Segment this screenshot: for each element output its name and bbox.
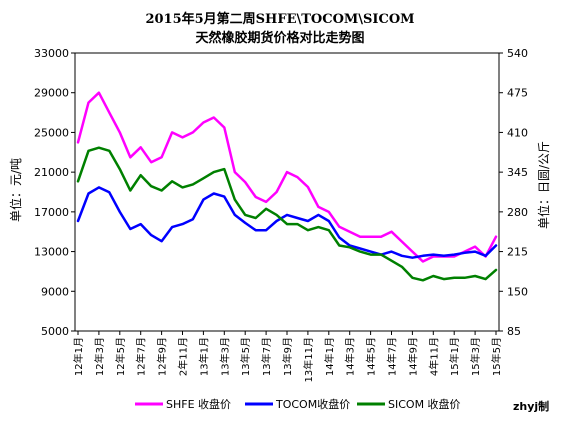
y-axis-left-label: 单位：元/吨: [8, 158, 23, 222]
y-right-tick-label: 280: [507, 206, 528, 219]
chart-title: 2015年5月第二周SHFE\TOCOM\SICOM: [145, 11, 414, 27]
x-tick-label: 13年9月: [281, 337, 294, 376]
plot-frame: [74, 52, 500, 332]
y-left-tick-label: 33000: [34, 47, 69, 60]
y-axis-right-label: 单位：日圆/公斤: [536, 141, 551, 229]
x-tick-label: 13年7月: [260, 337, 273, 376]
x-tick-label: 12年1月: [72, 337, 85, 376]
x-tick-label: 13年3月: [218, 337, 231, 376]
y-axis-left-ticks: 33000 29000 25000 21000 17000 13000 9000 5000: [34, 47, 75, 338]
legend-label-1: TOCOM收盘价: [275, 397, 350, 411]
series-line-1: [76, 186, 498, 259]
chart-subtitle: 天然橡胶期货价格对比走势图: [195, 30, 364, 46]
y-left-tick-label: 25000: [34, 126, 69, 139]
x-tick-label: 15年3月: [469, 337, 482, 376]
x-tick-label: 14年9月: [406, 337, 419, 376]
y-left-tick-label: 17000: [34, 206, 69, 219]
x-tick-label: 15年5月: [490, 337, 503, 376]
series-layer: [76, 91, 498, 282]
credit-text: zhyj制: [513, 399, 549, 413]
y-left-tick-label: 13000: [34, 246, 69, 259]
x-tick-label: 12年7月: [135, 337, 148, 376]
y-left-tick-label: 21000: [34, 166, 69, 179]
x-tick-label: 14年1月: [323, 337, 336, 376]
y-right-tick-label: 215: [507, 246, 528, 259]
plot-border: [74, 52, 500, 332]
x-tick-label: 12年9月: [156, 337, 169, 376]
y-right-tick-label: 85: [507, 325, 521, 338]
y-right-tick-label: 150: [507, 285, 528, 298]
legend-label-2: SICOM 收盘价: [388, 397, 461, 411]
x-tick-label: 14年3月: [344, 337, 357, 376]
y-left-tick-label: 29000: [34, 87, 69, 100]
x-axis-ticks: 12年1月 12年3月 12年5月 12年7月 12年9月 2年11月 13年1月 13年3月…: [72, 331, 503, 382]
x-tick-label: 14年5月: [365, 337, 378, 376]
x-tick-label: 13年11月: [302, 337, 315, 382]
y-right-tick-label: 345: [507, 166, 528, 179]
y-right-tick-label: 410: [507, 126, 528, 139]
y-right-tick-label: 475: [507, 87, 528, 100]
x-tick-label: 13年1月: [197, 337, 210, 376]
x-tick-label: 12年5月: [114, 337, 127, 376]
series-line-0: [76, 91, 498, 263]
x-tick-label: 12年3月: [93, 337, 106, 376]
y-left-tick-label: 5000: [41, 325, 69, 338]
y-right-tick-label: 540: [507, 47, 528, 60]
x-tick-label: 2年11月: [177, 337, 190, 376]
series-line-2: [76, 146, 498, 282]
legend-label-0: SHFE 收盘价: [166, 397, 231, 411]
legend: SHFE 收盘价 TOCOM收盘价 SICOM 收盘价: [135, 397, 461, 411]
x-tick-label: 13年5月: [239, 337, 252, 376]
x-tick-label: 4年11月: [427, 337, 440, 376]
y-axis-right-ticks: 540 475 410 345 280 215 150 85: [499, 47, 528, 338]
x-tick-label: 15年1月: [448, 337, 461, 376]
y-left-tick-label: 9000: [41, 285, 69, 298]
x-tick-label: 14年7月: [386, 337, 399, 376]
